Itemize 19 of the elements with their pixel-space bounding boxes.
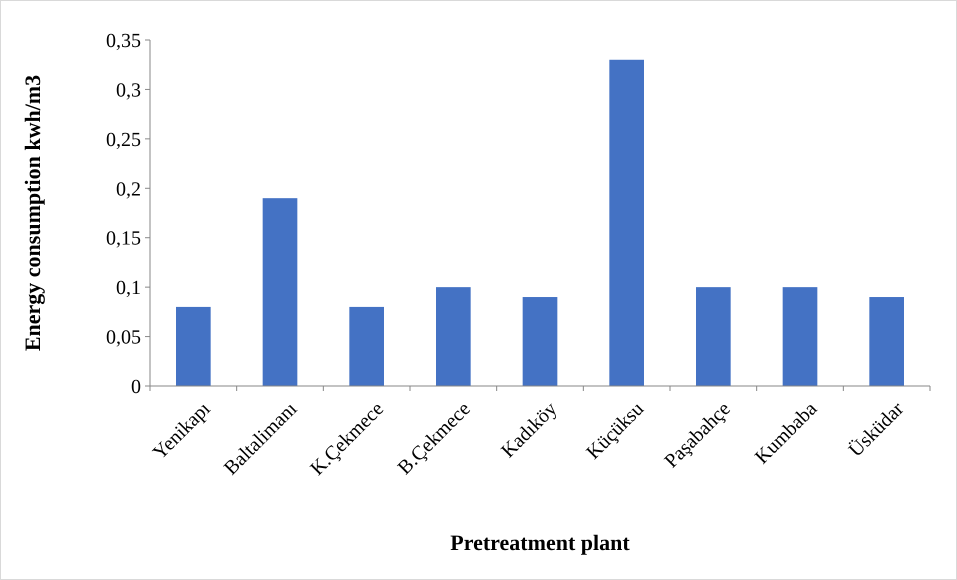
bar <box>436 287 471 386</box>
y-tick-label: 0,2 <box>116 178 141 200</box>
y-tick-label: 0,25 <box>106 128 141 151</box>
bar <box>262 198 298 386</box>
y-tick-label: 0 <box>131 376 141 398</box>
bar <box>176 306 211 386</box>
y-tick-label: 0,15 <box>106 228 141 250</box>
y-tick-label: 0,3 <box>116 79 141 102</box>
y-axis-title: Energy consumption kwh/m3 <box>20 74 45 352</box>
y-tick-label: 0,35 <box>106 30 141 52</box>
bar <box>349 306 384 386</box>
bar <box>522 297 558 386</box>
bar <box>782 287 818 386</box>
x-axis-title: Pretreatment plant <box>450 530 630 555</box>
bar <box>696 287 731 386</box>
y-tick-label: 0,1 <box>116 277 141 300</box>
bar <box>609 60 644 386</box>
y-tick-label: 0,05 <box>106 326 141 349</box>
bar <box>869 297 904 386</box>
